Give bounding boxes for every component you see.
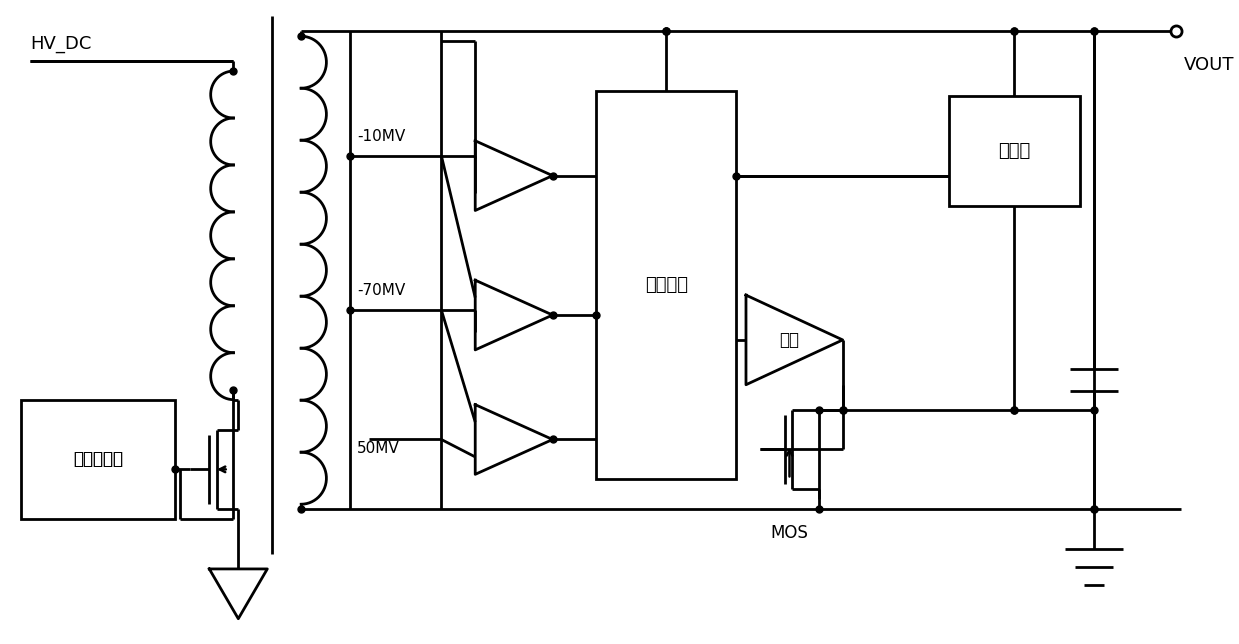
Text: 50MV: 50MV: [357, 442, 400, 457]
Text: 逻辑控制: 逻辑控制: [644, 276, 688, 294]
Bar: [949, 96, 1079, 205]
Text: 稳压器: 稳压器: [999, 142, 1031, 160]
Text: VOUT: VOUT: [1184, 56, 1234, 74]
Text: MOS: MOS: [771, 524, 808, 542]
Text: -10MV: -10MV: [357, 129, 405, 144]
Text: 原边控制器: 原边控制器: [73, 450, 123, 468]
Text: 原边控制器: 原边控制器: [73, 450, 123, 468]
Text: 驱动: 驱动: [779, 331, 799, 349]
Bar: [596, 91, 736, 479]
Text: -70MV: -70MV: [357, 283, 405, 298]
Text: HV_DC: HV_DC: [31, 35, 92, 53]
Bar: [21, 400, 176, 519]
